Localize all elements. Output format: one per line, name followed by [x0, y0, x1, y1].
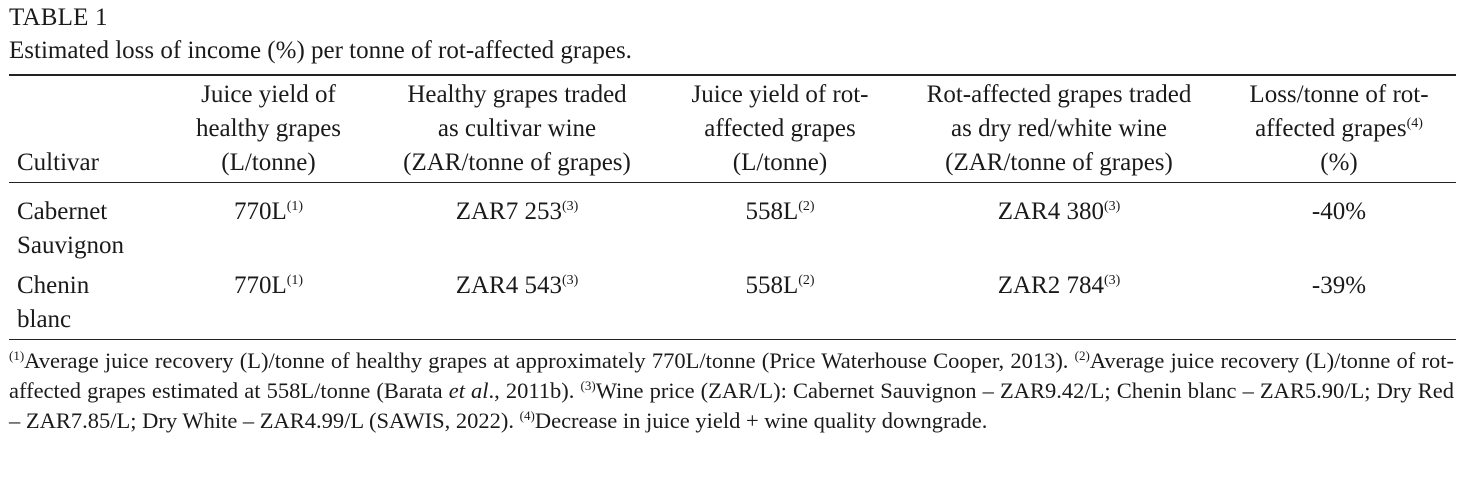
footnote-mark: (4)	[1406, 116, 1423, 131]
top-rule	[9, 74, 1456, 76]
cell-cultivar: Chenin blanc	[9, 263, 167, 340]
cell-value: ZAR4 543	[455, 272, 562, 299]
footnote-mark: (2)	[798, 199, 815, 214]
header-line: Juice yield of rot-	[691, 81, 869, 108]
cultivar-line: blanc	[17, 306, 72, 333]
table-figure: TABLE 1 Estimated loss of income (%) per…	[9, 2, 1456, 436]
footnote-mark: (3)	[561, 273, 579, 288]
header-line: ​	[17, 78, 167, 112]
header-line: as dry red/white wine	[951, 115, 1167, 142]
footnote-mark: (2)	[798, 273, 815, 288]
header-line: (L/tonne)	[221, 149, 316, 176]
header-line: (%)	[1320, 149, 1358, 176]
footnote-mark: (1)	[286, 273, 304, 288]
header-line: (ZAR/tonne of grapes)	[403, 149, 631, 176]
footnote-text: Average juice recovery (L)/tonne of heal…	[24, 348, 1075, 373]
header-healthy-yield: Juice yield of healthy grapes (L/tonne)	[167, 76, 370, 183]
cultivar-line: Cabernet	[17, 198, 108, 225]
cultivar-line: Chenin	[17, 272, 90, 299]
cell-value: ZAR4 380	[997, 198, 1104, 225]
cell-healthy-yield: 770L(1)	[167, 263, 370, 340]
table-label: TABLE 1	[9, 4, 108, 31]
header-line: Cultivar	[17, 149, 99, 176]
footnote-mark: (1)	[9, 348, 25, 363]
footnote-italic: et al	[448, 378, 489, 403]
footnote-text: Average juice recovery (L)/tonne of rot-…	[9, 348, 1454, 403]
cell-value: 558L	[745, 198, 799, 225]
cell-rot-yield: 558L(2)	[664, 263, 896, 340]
header-line: (ZAR/tonne of grapes)	[945, 149, 1173, 176]
header-loss: Loss/tonne of rot- affected grapes(4) (%…	[1222, 76, 1456, 183]
header-line: as cultivar wine	[437, 115, 597, 142]
income-loss-table: ​ ​ Cultivar Juice yield of healthy grap…	[9, 76, 1456, 340]
footnote-mark: (3)	[580, 378, 596, 393]
table-caption: Estimated loss of income (%) per tonne o…	[9, 37, 632, 64]
footnote-mark: (3)	[1103, 273, 1121, 288]
header-rot-price: Rot-affected grapes traded as dry red/wh…	[896, 76, 1222, 183]
cell-rot-price: ZAR4 380(3)	[896, 183, 1222, 264]
cell-rot-yield: 558L(2)	[664, 183, 896, 264]
header-text: affected grapes	[1255, 115, 1407, 142]
footnote-text: ., 2011b).	[488, 378, 581, 403]
header-line: affected grapes(4)	[1222, 112, 1456, 146]
table-row: Cabernet Sauvignon 770L(1) ZAR7 253(3) 5…	[9, 183, 1456, 264]
footnote-text: Decrease in juice yield + wine quality d…	[534, 408, 988, 433]
table-row: Chenin blanc 770L(1) ZAR4 543(3) 558L(2)…	[9, 263, 1456, 340]
table-header-row: ​ ​ Cultivar Juice yield of healthy grap…	[9, 76, 1456, 183]
cell-value: 770L	[233, 272, 287, 299]
header-cultivar: ​ ​ Cultivar	[9, 76, 167, 183]
footnote-mark: (3)	[1103, 199, 1121, 214]
header-line: Loss/tonne of rot-	[1249, 81, 1429, 108]
cell-healthy-yield: 770L(1)	[167, 183, 370, 264]
cell-rot-price: ZAR2 784(3)	[896, 263, 1222, 340]
header-line: (L/tonne)	[732, 149, 828, 176]
header-line: ​	[17, 112, 167, 146]
cell-value: ZAR7 253	[455, 198, 562, 225]
cell-cultivar: Cabernet Sauvignon	[9, 183, 167, 264]
footnote-mark: (2)	[1074, 348, 1090, 363]
header-line: Juice yield of	[201, 81, 336, 108]
header-line: affected grapes	[704, 115, 856, 142]
cell-healthy-price: ZAR4 543(3)	[370, 263, 664, 340]
cell-healthy-price: ZAR7 253(3)	[370, 183, 664, 264]
header-rot-yield: Juice yield of rot- affected grapes (L/t…	[664, 76, 896, 183]
header-healthy-price: Healthy grapes traded as cultivar wine (…	[370, 76, 664, 183]
table-footnotes: (1)Average juice recovery (L)/tonne of h…	[9, 346, 1454, 436]
footnote-mark: (4)	[519, 408, 535, 423]
header-line: healthy grapes	[195, 115, 342, 142]
footnote-text: Wine price (ZAR/L): Cabernet Sauvignon –…	[9, 378, 1454, 433]
cell-loss: -39%	[1311, 272, 1367, 299]
header-line: Healthy grapes traded	[407, 81, 627, 108]
cell-value: ZAR2 784	[997, 272, 1104, 299]
footnote-mark: (3)	[561, 199, 579, 214]
footnote-mark: (1)	[286, 199, 304, 214]
cell-value: 558L	[745, 272, 799, 299]
header-line: Rot-affected grapes traded	[926, 81, 1192, 108]
cultivar-line: Sauvignon	[17, 232, 124, 259]
cell-value: 770L	[233, 198, 287, 225]
cell-loss: -40%	[1311, 198, 1367, 225]
